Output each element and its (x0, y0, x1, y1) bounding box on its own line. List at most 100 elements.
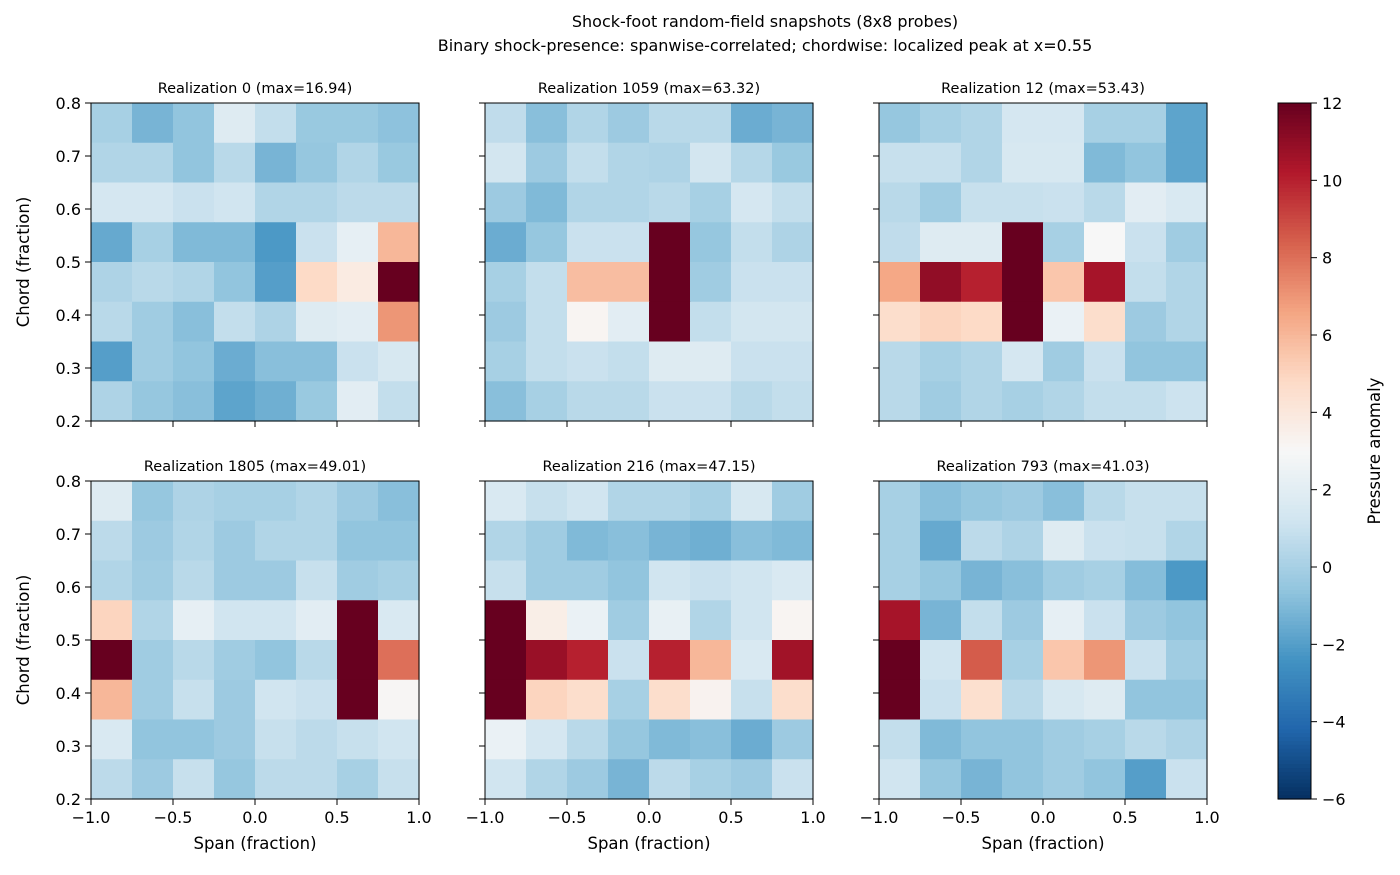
heatmap-cell (920, 301, 962, 343)
heatmap-cell (526, 142, 568, 184)
colorbar-segment (1278, 555, 1311, 560)
heatmap-cell (608, 679, 650, 721)
heatmap-cell (337, 759, 379, 800)
colorbar-segment (1278, 640, 1311, 645)
heatmap-cell (567, 560, 609, 601)
heatmap-cell (173, 103, 215, 144)
heatmap-cell (296, 142, 338, 184)
heatmap-cell (920, 182, 962, 223)
colorbar-segment (1278, 427, 1311, 433)
heatmap-cell (608, 520, 650, 562)
colorbar-segment (1278, 130, 1311, 135)
heatmap-cell (296, 381, 338, 422)
heatmap-cell (608, 481, 650, 522)
heatmap-cell (255, 481, 297, 522)
heatmap-cell (255, 381, 297, 422)
heatmap-cell (378, 679, 420, 721)
colorbar-segment (1278, 628, 1311, 634)
heatmap-cell (91, 222, 133, 263)
heatmap-cell (255, 103, 297, 144)
heatmap-cell (1125, 640, 1167, 681)
colorbar-segment (1278, 219, 1311, 224)
heatmap-cell (378, 600, 420, 641)
heatmap-cell (920, 341, 962, 382)
heatmap-cell (731, 301, 773, 343)
colorbar-segment (1278, 617, 1311, 622)
colorbar-segment (1278, 203, 1311, 208)
heatmap-cell (920, 262, 962, 303)
heatmap-cell (961, 103, 1003, 144)
heatmap-cell (731, 341, 773, 382)
colorbar-segment (1278, 191, 1311, 197)
colorbar-segment (1278, 377, 1311, 382)
colorbar-segment (1278, 775, 1311, 781)
colorbar-segment (1278, 752, 1311, 758)
heatmap-cell (772, 381, 814, 422)
heatmap-cell (961, 481, 1003, 522)
heatmap-cell (1002, 182, 1044, 223)
heatmap-cell (690, 103, 732, 144)
heatmap-cell (879, 301, 921, 343)
colorbar-segment (1278, 524, 1311, 529)
colorbar-segment (1278, 404, 1311, 410)
colorbar-segment (1278, 582, 1311, 587)
heatmap-cell (961, 560, 1003, 601)
heatmap-cell (485, 759, 527, 800)
heatmap-cell (961, 520, 1003, 562)
colorbar-segment (1278, 172, 1311, 178)
heatmap-cell (772, 640, 814, 681)
colorbar-segment (1278, 323, 1311, 328)
heatmap-cell (608, 600, 650, 641)
y-tick-label: 0.5 (56, 253, 81, 272)
colorbar-segment (1278, 400, 1311, 406)
heatmap-cell (1125, 381, 1167, 422)
colorbar-segment (1278, 153, 1311, 158)
colorbar-segment (1278, 273, 1311, 278)
heatmap-cell (567, 520, 609, 562)
heatmap-cell (879, 182, 921, 223)
heatmap-cell (526, 600, 568, 641)
colorbar-segment (1278, 420, 1311, 425)
heatmap-cell (132, 341, 174, 382)
colorbar-segment (1278, 779, 1311, 785)
colorbar-segment (1278, 447, 1311, 452)
colorbar-tick-label: 8 (1322, 249, 1332, 268)
heatmap-cell (731, 759, 773, 800)
heatmap-cell (920, 600, 962, 641)
heatmap-cell (920, 719, 962, 760)
heatmap-cell (132, 142, 174, 184)
heatmap-cell (378, 103, 420, 144)
colorbar-segment (1278, 539, 1311, 545)
heatmap-cell (132, 301, 174, 343)
heatmap-cell (1043, 262, 1085, 303)
heatmap-cell (173, 381, 215, 422)
heatmap-cell (1002, 481, 1044, 522)
colorbar-segment (1278, 493, 1311, 498)
heatmap-cell (1084, 142, 1126, 184)
heatmap-cell (214, 679, 256, 721)
heatmap-cell (1125, 679, 1167, 721)
heatmap-cell (526, 560, 568, 601)
heatmap-cell (731, 381, 773, 422)
heatmap-cell (772, 481, 814, 522)
heatmap-cell (920, 679, 962, 721)
heatmap-cell (1043, 182, 1085, 223)
heatmap-cell (1125, 142, 1167, 184)
figure-subtitle: Binary shock-presence: spanwise-correlat… (437, 36, 1093, 55)
colorbar-segment (1278, 106, 1311, 112)
colorbar-segment (1278, 547, 1311, 553)
colorbar-segment (1278, 234, 1311, 239)
colorbar-label: Pressure anomaly (1365, 377, 1384, 524)
heatmap-cell (920, 520, 962, 562)
colorbar-segment (1278, 632, 1311, 638)
y-tick-label: 0.4 (56, 684, 81, 703)
colorbar-segment (1278, 733, 1311, 738)
heatmap-cell (337, 679, 379, 721)
heatmap-cell (255, 222, 297, 263)
heatmap-cell (255, 341, 297, 382)
heatmap-cell (879, 481, 921, 522)
colorbar-segment (1278, 354, 1311, 359)
colorbar-segment (1278, 211, 1311, 216)
colorbar-segment (1278, 331, 1311, 336)
colorbar-segment (1278, 157, 1311, 162)
